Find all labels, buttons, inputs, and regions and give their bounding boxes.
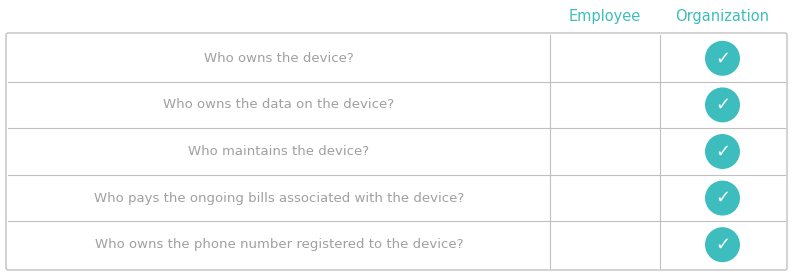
Circle shape xyxy=(706,42,739,75)
Text: ✓: ✓ xyxy=(715,236,730,254)
Text: Who owns the phone number registered to the device?: Who owns the phone number registered to … xyxy=(94,238,463,251)
Text: ✓: ✓ xyxy=(715,142,730,161)
Circle shape xyxy=(706,88,739,122)
Circle shape xyxy=(706,228,739,262)
Text: Organization: Organization xyxy=(675,9,770,23)
Text: ✓: ✓ xyxy=(715,96,730,114)
Text: Who owns the data on the device?: Who owns the data on the device? xyxy=(163,98,394,111)
Circle shape xyxy=(706,181,739,215)
Text: ✓: ✓ xyxy=(715,189,730,207)
Text: ✓: ✓ xyxy=(715,49,730,67)
Circle shape xyxy=(706,135,739,168)
Text: Employee: Employee xyxy=(569,9,641,23)
Text: Who owns the device?: Who owns the device? xyxy=(204,52,354,65)
Text: Who maintains the device?: Who maintains the device? xyxy=(189,145,370,158)
FancyBboxPatch shape xyxy=(6,33,787,270)
Text: Who pays the ongoing bills associated with the device?: Who pays the ongoing bills associated wi… xyxy=(94,192,464,205)
